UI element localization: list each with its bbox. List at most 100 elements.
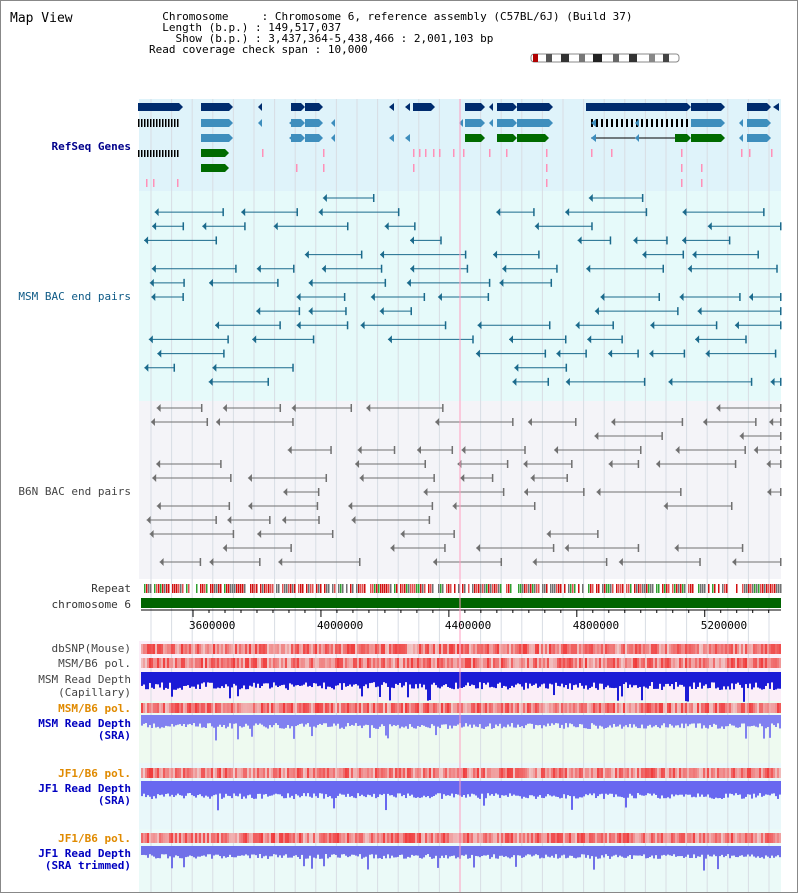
bac-end [248,502,253,510]
bac-end [223,349,225,358]
pol-segment [749,768,751,778]
bac-end [741,544,744,552]
pol-segment [339,658,341,668]
jf1-b6-pol-trimmed-track[interactable] [141,833,781,843]
pol-segment [235,658,237,668]
jf1-read-depth-sra-track[interactable] [141,781,781,811]
pol-segment [721,768,723,778]
depth-segment [571,781,573,810]
pol-segment [569,644,571,654]
pol-segment [513,658,515,668]
depth-segment [603,672,605,690]
jf1-read-depth-trimmed-track[interactable] [141,846,781,871]
bac-end [575,418,577,426]
depth-segment [195,781,197,798]
pol-segment [601,703,603,713]
bac-end [318,208,323,217]
depth-segment [357,715,359,726]
pol-segment [535,768,537,778]
pol-segment [777,644,779,654]
depth-segment [741,672,743,688]
depth-segment [413,672,415,689]
pol-segment [669,644,671,654]
depth-segment [775,672,777,690]
depth-segment [411,846,413,855]
depth-segment [309,715,311,727]
pol-segment [615,703,617,713]
depth-segment [159,846,161,859]
depth-segment [447,672,449,688]
repeat-segment [602,584,604,593]
depth-segment [479,672,481,683]
bac-end [292,363,294,372]
msm-b6-pol-sra-track[interactable] [141,703,781,713]
depth-segment [647,715,649,726]
pol-segment [397,703,399,713]
pol-segment [261,658,263,668]
depth-segment [763,846,765,859]
chromosome-bar[interactable] [141,598,781,608]
depth-segment [275,715,277,724]
pol-segment [475,644,477,654]
jf1-b6-pol-track[interactable] [141,768,781,778]
repeat-segment [442,584,444,593]
dbsnp-track[interactable] [141,644,781,654]
msm-b6-pol-track[interactable] [141,658,781,668]
b6n-bac-track[interactable] [146,404,782,566]
pol-segment [717,644,719,654]
pol-segment [445,703,447,713]
pol-segment [703,768,705,778]
pol-segment [199,644,201,654]
pol-segment [663,703,665,713]
pol-segment [649,768,651,778]
pol-segment [691,833,693,843]
depth-segment [291,781,293,796]
pol-segment [369,833,371,843]
depth-segment [257,715,259,725]
pol-segment [507,833,509,843]
pol-segment [557,703,559,713]
pol-segment [739,644,741,654]
depth-segment [495,781,497,794]
pol-segment [281,833,283,843]
pol-segment [235,768,237,778]
depth-segment [497,672,499,684]
depth-segment [295,781,297,795]
pol-segment [465,833,467,843]
refseq-genes-track[interactable] [138,103,779,187]
depth-segment [533,781,535,797]
pol-segment [423,644,425,654]
pol-segment [261,768,263,778]
msm-read-depth-capillary-track[interactable] [141,672,781,702]
pol-segment [469,703,471,713]
pol-segment [327,833,329,843]
depth-segment [591,846,593,857]
depth-segment [483,781,485,806]
pol-segment [707,833,709,843]
pol-segment [623,658,625,668]
repeat-track[interactable] [144,584,782,593]
depth-segment [237,715,239,740]
bac-end [565,208,570,217]
pol-segment [599,703,601,713]
pol-segment [457,703,459,713]
msm-bac-track[interactable] [144,194,782,386]
depth-segment [485,846,487,856]
repeat-segment [376,584,378,593]
depth-segment [669,781,671,799]
pol-segment [317,703,319,713]
msm-read-depth-sra-track[interactable] [141,715,781,741]
depth-segment [335,781,337,799]
bac-end [278,558,283,566]
depth-segment [247,672,249,690]
depth-segment [267,781,269,797]
pol-segment [153,658,155,668]
depth-segment [531,846,533,857]
pol-segment [255,833,257,843]
depth-segment [155,715,157,728]
depth-segment [659,715,661,729]
chromosome-ideogram[interactable] [530,53,680,63]
gene-exon [138,119,140,127]
depth-segment [457,672,459,689]
